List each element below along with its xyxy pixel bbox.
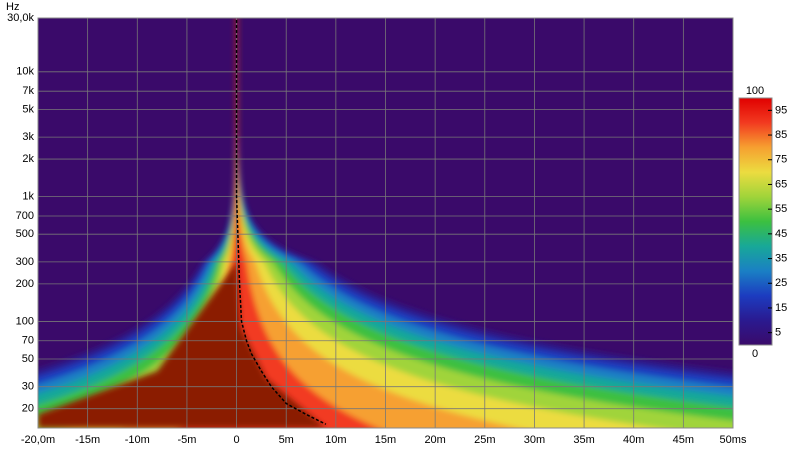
y-tick-label: 30,0k xyxy=(7,12,34,24)
y-tick-label: 100 xyxy=(16,315,34,327)
y-tick-label: 200 xyxy=(16,278,34,290)
x-tick-label: 20m xyxy=(424,434,445,446)
colorbar-label: 25 xyxy=(775,277,787,289)
colorbar-label: 15 xyxy=(775,302,787,314)
heatmap xyxy=(38,18,733,428)
x-tick-label: 10m xyxy=(325,434,346,446)
peak-line xyxy=(235,20,327,425)
plot-frame xyxy=(37,17,734,429)
y-tick-label: 20 xyxy=(22,403,34,415)
y-tick-label: 5k xyxy=(22,103,34,115)
colorbar-label: 75 xyxy=(775,154,787,166)
colorbar-label: 5 xyxy=(775,327,781,339)
colorbar-label: 65 xyxy=(775,178,787,190)
y-tick-label: 500 xyxy=(16,228,34,240)
x-tick-label: 30m xyxy=(524,434,545,446)
x-tick-label: -10m xyxy=(125,434,150,446)
colorbar-label: 100 xyxy=(746,85,764,97)
y-tick-label: 700 xyxy=(16,210,34,222)
y-tick-label: 30 xyxy=(22,381,34,393)
y-tick-label: 7k xyxy=(22,85,34,97)
colorbar-label: 85 xyxy=(775,129,787,141)
x-tick-label: -5m xyxy=(177,434,196,446)
colorbar-label: 95 xyxy=(775,104,787,116)
x-tick-label: -20,0m xyxy=(21,434,55,446)
x-tick-label: 50ms xyxy=(720,434,747,446)
y-tick-label: 70 xyxy=(22,335,34,347)
x-tick-label: 45m xyxy=(673,434,694,446)
x-tick-label: 0 xyxy=(234,434,240,446)
y-tick-label: 2k xyxy=(22,153,34,165)
x-tick-label: 25m xyxy=(474,434,495,446)
colorbar-label: 45 xyxy=(775,228,787,240)
y-unit: Hz xyxy=(6,1,19,13)
colorbar-label: 55 xyxy=(775,203,787,215)
colorbar-label: 0 xyxy=(752,348,758,360)
x-tick-label: 40m xyxy=(623,434,644,446)
y-tick-label: 10k xyxy=(16,66,34,78)
x-tick-label: 5m xyxy=(279,434,294,446)
y-tick-label: 300 xyxy=(16,256,34,268)
x-tick-label: -15m xyxy=(75,434,100,446)
colorbar-label: 35 xyxy=(775,252,787,264)
x-tick-label: 15m xyxy=(375,434,396,446)
y-tick-label: 3k xyxy=(22,131,34,143)
y-tick-label: 50 xyxy=(22,353,34,365)
colorbar xyxy=(738,97,773,346)
y-tick-label: 1k xyxy=(22,191,34,203)
x-tick-label: 35m xyxy=(573,434,594,446)
